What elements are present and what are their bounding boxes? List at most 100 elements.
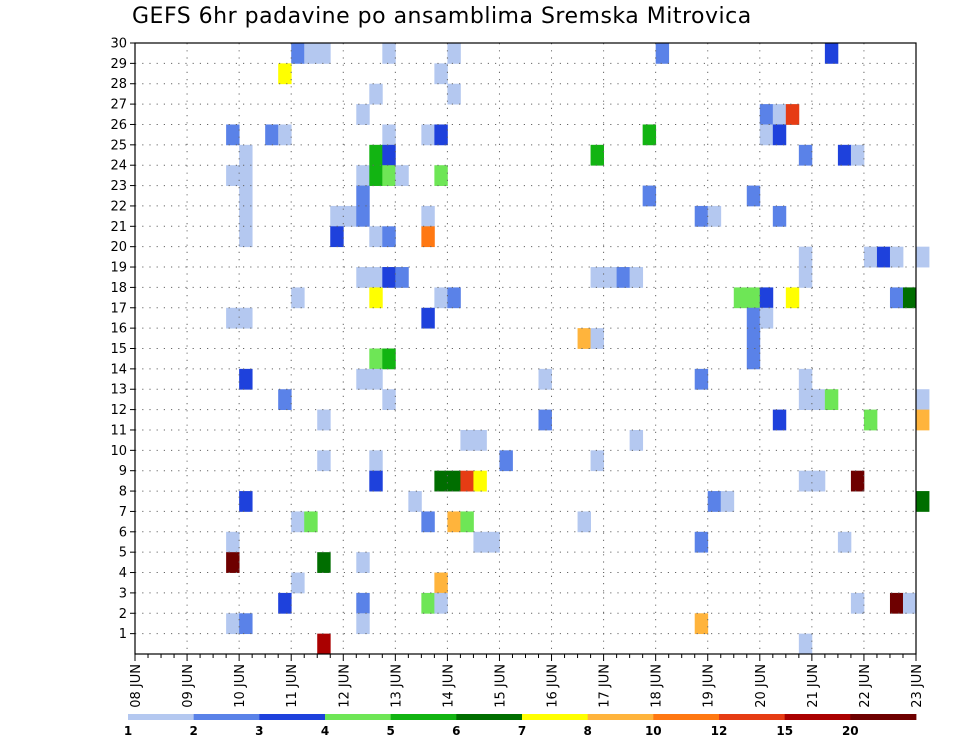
data-cell xyxy=(642,124,657,146)
data-cell xyxy=(785,287,800,309)
data-cell xyxy=(226,307,240,329)
data-cell xyxy=(902,287,917,309)
x-tick-label: 09 JUN xyxy=(181,664,196,708)
data-cell xyxy=(239,226,253,248)
data-cell xyxy=(330,205,344,227)
legend-label: 6 xyxy=(452,724,460,738)
x-tick-label: 19 JUN xyxy=(702,664,717,708)
data-cell xyxy=(226,613,240,635)
legend-label: 10 xyxy=(645,724,662,738)
data-cell xyxy=(239,144,253,166)
legend-swatch xyxy=(128,714,195,720)
y-tick-label: 30 xyxy=(110,37,127,52)
y-tick-label: 23 xyxy=(110,179,127,194)
legend-label: 7 xyxy=(518,724,526,738)
legend-swatch xyxy=(653,714,720,720)
data-cell xyxy=(850,470,865,492)
data-cell xyxy=(916,246,930,268)
data-cell xyxy=(772,409,787,431)
data-cell xyxy=(785,104,800,125)
data-cell xyxy=(447,43,461,64)
data-cell xyxy=(434,287,448,309)
data-cell xyxy=(317,43,331,64)
data-cell xyxy=(408,491,422,512)
data-cell xyxy=(356,205,370,227)
chart-title: GEFS 6hr padavine po ansamblima Sremska … xyxy=(132,4,752,29)
data-cell xyxy=(720,491,735,512)
y-tick-label: 26 xyxy=(110,118,127,133)
data-cell xyxy=(694,368,709,390)
legend-label: 15 xyxy=(776,724,793,738)
y-tick-label: 20 xyxy=(110,240,127,255)
y-tick-label: 27 xyxy=(110,98,127,113)
data-cell xyxy=(916,389,930,410)
legend-label: 5 xyxy=(387,724,395,738)
data-cell xyxy=(356,185,370,207)
data-cell xyxy=(811,389,826,410)
x-tick-label: 18 JUN xyxy=(650,664,665,708)
y-tick-label: 13 xyxy=(110,383,127,398)
data-cell xyxy=(421,205,435,227)
data-cell xyxy=(434,572,448,594)
data-cell xyxy=(317,552,331,573)
y-tick-label: 24 xyxy=(110,159,127,174)
data-cell xyxy=(382,348,396,370)
y-tick-label: 12 xyxy=(110,403,127,418)
data-cell xyxy=(369,267,383,288)
data-cell xyxy=(916,491,930,512)
data-cell xyxy=(382,144,396,166)
data-cell xyxy=(746,328,761,349)
data-cell xyxy=(356,104,370,125)
legend-swatch xyxy=(325,714,392,720)
data-cell xyxy=(421,124,435,146)
y-tick-label: 16 xyxy=(110,322,127,337)
data-cell xyxy=(486,531,500,553)
data-cell xyxy=(278,124,292,146)
data-cell xyxy=(317,409,331,431)
data-cell xyxy=(304,511,318,533)
data-cell xyxy=(226,124,240,146)
data-cell xyxy=(369,348,383,370)
data-cell xyxy=(382,267,396,288)
data-cell xyxy=(382,124,396,146)
data-cell xyxy=(239,491,253,512)
data-cell xyxy=(434,63,448,85)
data-cell xyxy=(694,613,709,635)
data-cell xyxy=(798,389,813,410)
data-cell xyxy=(616,267,631,288)
legend-label: 3 xyxy=(255,724,263,738)
data-cell xyxy=(317,450,331,472)
data-cell xyxy=(278,63,292,85)
data-cell xyxy=(772,124,787,146)
data-cell xyxy=(759,124,774,146)
data-cell xyxy=(759,287,774,309)
y-tick-label: 28 xyxy=(110,77,127,92)
y-tick-label: 6 xyxy=(119,525,127,540)
y-tick-label: 25 xyxy=(110,138,127,153)
y-tick-label: 17 xyxy=(110,301,127,316)
y-tick-label: 3 xyxy=(119,586,127,601)
data-cell xyxy=(837,531,852,553)
data-cell xyxy=(278,592,292,614)
data-cell xyxy=(239,307,253,329)
data-cell xyxy=(629,429,644,451)
data-cell xyxy=(837,144,852,166)
data-cell xyxy=(447,287,461,309)
data-cell xyxy=(538,409,552,431)
data-cell xyxy=(746,287,761,309)
data-cell xyxy=(434,124,448,146)
data-cell xyxy=(382,43,396,64)
data-cell xyxy=(798,144,813,166)
data-cell xyxy=(447,83,461,105)
y-tick-label: 11 xyxy=(110,423,127,438)
data-cell xyxy=(369,165,383,186)
data-cell xyxy=(356,592,370,614)
data-cell xyxy=(863,409,878,431)
legend-swatch xyxy=(259,714,326,720)
data-cell xyxy=(798,368,813,390)
x-tick-label: 11 JUN xyxy=(285,664,300,708)
data-cell xyxy=(356,368,370,390)
x-tick-label: 10 JUN xyxy=(233,664,248,708)
x-tick-label: 13 JUN xyxy=(389,664,404,708)
